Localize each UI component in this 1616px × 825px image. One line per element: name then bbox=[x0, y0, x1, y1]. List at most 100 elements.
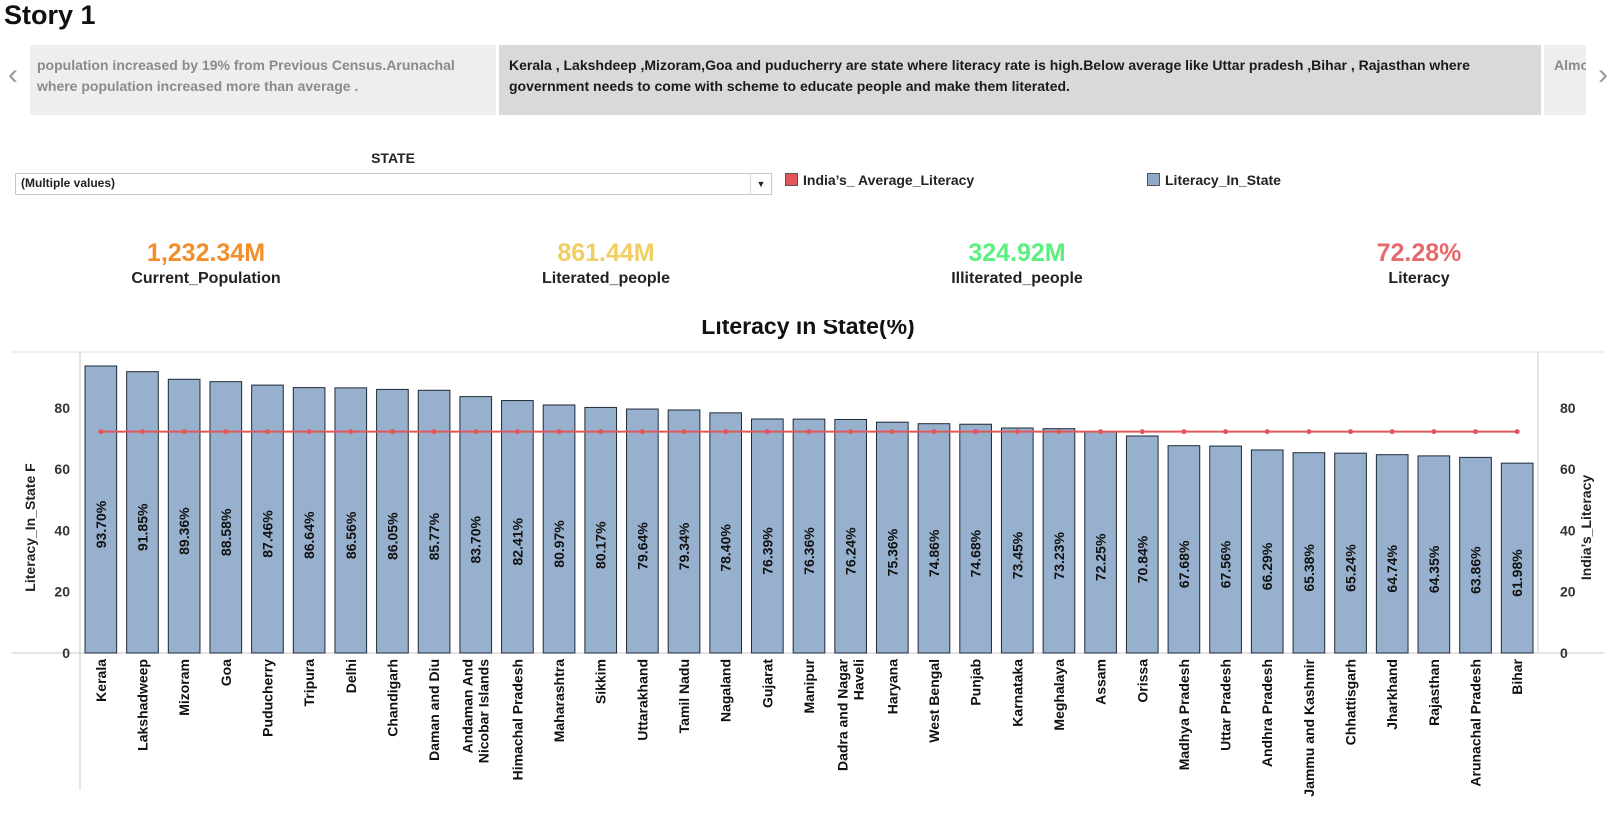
average-literacy-point bbox=[931, 429, 937, 435]
x-tick-label: Madhya Pradesh bbox=[1176, 659, 1192, 770]
kpi-value: 324.92M bbox=[968, 239, 1066, 267]
x-tick-label: Haryana bbox=[884, 659, 900, 714]
x-tick-label: Tripura bbox=[301, 659, 317, 707]
bar-data-label: 72.25% bbox=[1093, 533, 1109, 581]
bar bbox=[1500, 462, 1534, 654]
average-literacy-point bbox=[639, 429, 645, 435]
x-tick-label: Chandigarh bbox=[384, 659, 400, 737]
story-point-previous[interactable]: population increased by 19% from Previou… bbox=[30, 45, 496, 115]
bar bbox=[792, 418, 826, 654]
bar bbox=[1250, 449, 1284, 654]
bar bbox=[542, 404, 576, 654]
bar bbox=[751, 418, 784, 654]
story-point-current-caption: Kerala , Lakshdeep ,Mizoram,Goa and pudu… bbox=[509, 57, 1470, 94]
legend-item-average-literacy[interactable]: India’s_ Average_Literacy bbox=[785, 172, 974, 188]
chevron-left-icon[interactable]: ‹ bbox=[8, 58, 18, 91]
average-literacy-point bbox=[1264, 429, 1270, 435]
y2-axis-title: India’s_Literacy bbox=[1578, 475, 1594, 581]
average-literacy-point bbox=[1514, 429, 1520, 435]
kpi-value: 861.44M bbox=[557, 239, 655, 267]
bar bbox=[1000, 427, 1034, 654]
bar bbox=[209, 381, 243, 654]
y2-tick-label: 0 bbox=[1560, 645, 1568, 661]
x-tick-label: Punjab bbox=[968, 659, 984, 706]
x-tick-label: Uttar Pradesh bbox=[1218, 659, 1234, 751]
x-tick-label: Daman and Diu bbox=[426, 659, 442, 761]
kpi-literated-people: 861.44M Literated_people bbox=[476, 238, 736, 288]
bar-data-label: 85.77% bbox=[426, 512, 442, 560]
bar-data-label: 80.17% bbox=[593, 521, 609, 569]
x-tick-label: Nicobar Islands bbox=[476, 659, 492, 763]
average-literacy-point bbox=[1473, 429, 1479, 435]
average-literacy-point bbox=[806, 429, 812, 435]
bar bbox=[875, 421, 909, 654]
average-literacy-point bbox=[598, 429, 604, 435]
x-tick-label: Uttarakhand bbox=[634, 659, 650, 741]
kpi-literacy: 72.28% Literacy bbox=[1289, 238, 1549, 288]
bar-data-label: 88.58% bbox=[218, 508, 234, 556]
y-tick-label: 20 bbox=[54, 584, 70, 600]
legend-swatch-state bbox=[1147, 173, 1160, 186]
bar-data-label: 64.35% bbox=[1426, 545, 1442, 593]
bar bbox=[501, 400, 534, 654]
average-literacy-point bbox=[98, 429, 104, 435]
bar bbox=[667, 409, 701, 654]
x-tick-label: Mizoram bbox=[176, 659, 192, 716]
bar-data-label: 86.05% bbox=[384, 512, 400, 560]
legend-label-state: Literacy_In_State bbox=[1165, 172, 1281, 188]
story-points-strip: population increased by 19% from Previou… bbox=[30, 45, 1586, 115]
bar-data-label: 64.74% bbox=[1384, 545, 1400, 593]
average-literacy-point bbox=[1431, 429, 1437, 435]
y2-tick-label: 20 bbox=[1560, 584, 1576, 600]
average-literacy-point bbox=[514, 429, 520, 435]
average-literacy-point bbox=[181, 429, 187, 435]
x-tick-label: Rajasthan bbox=[1426, 659, 1442, 726]
legend-swatch-average bbox=[785, 173, 798, 186]
x-tick-label: Goa bbox=[218, 659, 234, 686]
y-tick-label: 80 bbox=[54, 400, 70, 416]
average-literacy-point bbox=[1348, 429, 1354, 435]
average-literacy-point bbox=[389, 429, 395, 435]
story-point-next-caption: Almos Area l bbox=[1554, 57, 1586, 73]
kpi-label: Literated_people bbox=[541, 270, 671, 287]
story-point-next[interactable]: Almos Area l bbox=[1544, 45, 1586, 115]
bar-data-label: 79.64% bbox=[634, 522, 650, 570]
average-literacy-point bbox=[1181, 429, 1187, 435]
average-literacy-point bbox=[681, 429, 687, 435]
legend-item-literacy-in-state[interactable]: Literacy_In_State bbox=[1147, 172, 1281, 188]
bar-data-label: 86.64% bbox=[301, 511, 317, 559]
story-point-current[interactable]: Kerala , Lakshdeep ,Mizoram,Goa and pudu… bbox=[499, 45, 1541, 115]
filter-title: STATE bbox=[371, 150, 415, 166]
bar bbox=[1042, 428, 1076, 654]
x-tick-label: Haveli bbox=[851, 659, 867, 700]
x-tick-label: Arunachal Pradesh bbox=[1468, 659, 1484, 787]
bar-data-label: 83.70% bbox=[468, 516, 484, 564]
bar-data-label: 75.36% bbox=[884, 528, 900, 576]
bar bbox=[626, 408, 659, 654]
x-tick-label: Sikkim bbox=[593, 659, 609, 704]
bar-data-label: 61.98% bbox=[1509, 549, 1525, 597]
bar bbox=[584, 406, 618, 654]
literacy-chart: Literacy in State(%) 0 0 20 20 40 40 60 60 80 80 Li… bbox=[12, 320, 1604, 797]
bar-data-label: 67.68% bbox=[1176, 540, 1192, 588]
x-tick-label: Meghalaya bbox=[1051, 659, 1067, 731]
x-tick-label: Himachal Pradesh bbox=[509, 659, 525, 780]
bar bbox=[126, 371, 159, 654]
bar bbox=[834, 418, 867, 654]
dropdown-caret-icon[interactable]: ▼ bbox=[750, 174, 771, 194]
kpi-label: Illiterated_people bbox=[951, 270, 1083, 287]
legend-label-average: India’s_ Average_Literacy bbox=[803, 172, 975, 188]
state-filter-dropdown[interactable]: (Multiple values) ▼ bbox=[15, 173, 772, 195]
chart-title: Literacy in State(%) bbox=[701, 320, 914, 339]
bar-data-label: 63.86% bbox=[1468, 546, 1484, 594]
y-tick-label: 40 bbox=[54, 522, 70, 538]
story-title: Story 1 bbox=[4, 0, 96, 30]
average-literacy-point bbox=[473, 429, 479, 435]
bar-data-label: 65.24% bbox=[1343, 544, 1359, 592]
average-literacy-point bbox=[973, 429, 979, 435]
chevron-right-icon[interactable]: › bbox=[1598, 58, 1608, 91]
bar-data-label: 74.68% bbox=[968, 529, 984, 577]
bar-data-label: 66.29% bbox=[1259, 542, 1275, 590]
kpi-label: Current_Population bbox=[131, 270, 281, 287]
bar-data-label: 73.23% bbox=[1051, 532, 1067, 580]
